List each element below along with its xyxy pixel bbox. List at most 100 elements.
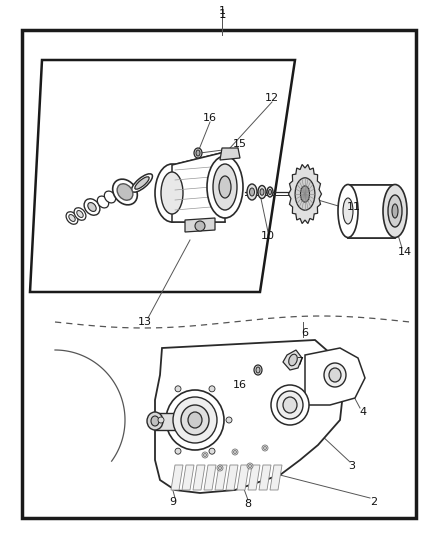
- Ellipse shape: [104, 191, 116, 203]
- Text: 4: 4: [360, 407, 367, 417]
- Text: 3: 3: [349, 461, 356, 471]
- Text: 10: 10: [261, 231, 275, 241]
- Text: 12: 12: [265, 93, 279, 103]
- Ellipse shape: [196, 150, 200, 156]
- Polygon shape: [348, 185, 395, 238]
- Text: 8: 8: [244, 499, 251, 509]
- Polygon shape: [155, 413, 175, 430]
- Polygon shape: [305, 348, 365, 405]
- Text: 14: 14: [398, 247, 412, 257]
- Ellipse shape: [256, 367, 260, 373]
- Polygon shape: [185, 218, 215, 232]
- Polygon shape: [22, 30, 416, 518]
- Polygon shape: [283, 350, 302, 370]
- Polygon shape: [289, 165, 321, 223]
- Ellipse shape: [247, 184, 257, 200]
- Ellipse shape: [113, 179, 138, 205]
- Ellipse shape: [173, 397, 217, 443]
- Ellipse shape: [161, 172, 183, 214]
- Circle shape: [248, 464, 251, 467]
- Ellipse shape: [338, 184, 358, 238]
- Ellipse shape: [250, 188, 254, 196]
- Circle shape: [219, 466, 222, 470]
- Circle shape: [262, 445, 268, 451]
- Ellipse shape: [283, 397, 297, 413]
- Ellipse shape: [268, 190, 272, 195]
- Text: 1: 1: [219, 6, 226, 16]
- Circle shape: [232, 449, 238, 455]
- Ellipse shape: [97, 196, 109, 208]
- Ellipse shape: [267, 187, 273, 197]
- Ellipse shape: [166, 390, 224, 450]
- Ellipse shape: [324, 363, 346, 387]
- Ellipse shape: [329, 368, 341, 382]
- Ellipse shape: [383, 184, 407, 238]
- Ellipse shape: [151, 416, 159, 426]
- Text: 6: 6: [301, 328, 308, 338]
- Ellipse shape: [135, 177, 149, 189]
- Ellipse shape: [131, 174, 152, 192]
- Ellipse shape: [74, 208, 86, 220]
- Circle shape: [209, 448, 215, 454]
- Ellipse shape: [117, 184, 133, 200]
- Text: 15: 15: [233, 139, 247, 149]
- Circle shape: [264, 447, 266, 449]
- Circle shape: [233, 450, 237, 454]
- Ellipse shape: [77, 211, 83, 217]
- Ellipse shape: [207, 156, 243, 218]
- Circle shape: [226, 417, 232, 423]
- Polygon shape: [204, 465, 216, 490]
- Circle shape: [204, 454, 206, 456]
- Polygon shape: [226, 465, 238, 490]
- Polygon shape: [215, 465, 227, 490]
- Ellipse shape: [254, 365, 262, 375]
- Text: 9: 9: [170, 497, 177, 507]
- Ellipse shape: [295, 178, 315, 210]
- Circle shape: [175, 448, 181, 454]
- Text: 1: 1: [218, 7, 226, 20]
- Circle shape: [195, 221, 205, 231]
- Polygon shape: [155, 340, 345, 493]
- Text: 13: 13: [138, 317, 152, 327]
- Polygon shape: [237, 465, 249, 490]
- Ellipse shape: [289, 354, 297, 366]
- Polygon shape: [220, 148, 240, 160]
- Text: 11: 11: [347, 202, 361, 212]
- Polygon shape: [182, 465, 194, 490]
- Circle shape: [247, 463, 253, 469]
- Ellipse shape: [219, 176, 231, 198]
- Circle shape: [217, 465, 223, 471]
- Text: 16: 16: [233, 380, 247, 390]
- Ellipse shape: [188, 412, 202, 428]
- Ellipse shape: [260, 189, 264, 195]
- Ellipse shape: [181, 405, 209, 435]
- Ellipse shape: [343, 198, 353, 224]
- Circle shape: [158, 417, 164, 423]
- Polygon shape: [193, 465, 205, 490]
- Ellipse shape: [88, 203, 96, 212]
- Ellipse shape: [277, 391, 303, 419]
- Ellipse shape: [388, 195, 402, 227]
- Ellipse shape: [147, 412, 163, 430]
- Polygon shape: [248, 465, 260, 490]
- Ellipse shape: [271, 385, 309, 425]
- Ellipse shape: [69, 215, 75, 221]
- Ellipse shape: [300, 186, 310, 202]
- Polygon shape: [172, 152, 225, 222]
- Ellipse shape: [258, 185, 266, 198]
- Circle shape: [209, 386, 215, 392]
- Ellipse shape: [194, 148, 202, 158]
- Polygon shape: [259, 465, 271, 490]
- Text: 2: 2: [371, 497, 378, 507]
- Text: 7: 7: [297, 357, 304, 367]
- Circle shape: [175, 386, 181, 392]
- Ellipse shape: [213, 164, 237, 210]
- Polygon shape: [171, 465, 183, 490]
- Ellipse shape: [392, 204, 398, 218]
- Ellipse shape: [155, 164, 189, 222]
- Polygon shape: [30, 60, 295, 292]
- Text: 16: 16: [203, 113, 217, 123]
- Polygon shape: [270, 465, 282, 490]
- Ellipse shape: [84, 199, 100, 215]
- Ellipse shape: [66, 212, 78, 224]
